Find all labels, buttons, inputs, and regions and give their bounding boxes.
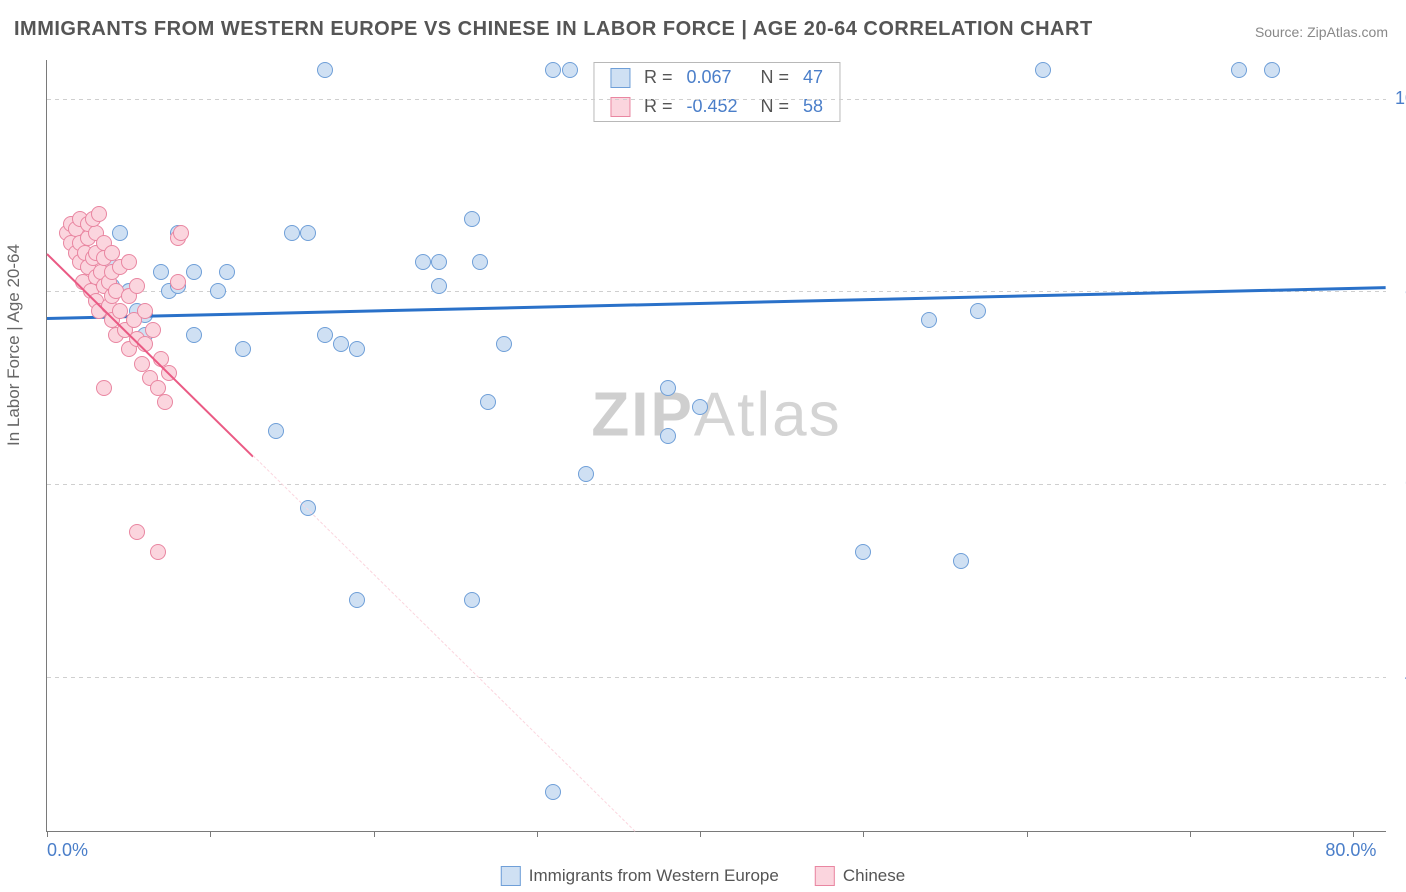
scatter-point bbox=[472, 254, 488, 270]
scatter-point bbox=[268, 423, 284, 439]
gridline bbox=[47, 99, 1386, 100]
scatter-point bbox=[145, 322, 161, 338]
scatter-point bbox=[545, 784, 561, 800]
correlation-box: R = 0.067 N = 47 R =-0.452N =58 bbox=[593, 62, 840, 122]
scatter-point bbox=[173, 225, 189, 241]
scatter-point bbox=[317, 327, 333, 343]
scatter-point bbox=[970, 303, 986, 319]
scatter-point bbox=[284, 225, 300, 241]
x-tick-minor bbox=[210, 831, 211, 837]
scatter-point bbox=[349, 592, 365, 608]
scatter-point bbox=[660, 380, 676, 396]
x-tick-minor bbox=[1190, 831, 1191, 837]
scatter-point bbox=[415, 254, 431, 270]
scatter-point bbox=[578, 466, 594, 482]
regression-line-dashed bbox=[252, 455, 635, 832]
scatter-point bbox=[562, 62, 578, 78]
y-tick-label: 40.0% bbox=[1392, 666, 1406, 687]
scatter-point bbox=[431, 254, 447, 270]
n-label: N = bbox=[760, 67, 789, 88]
legend-swatch bbox=[815, 866, 835, 886]
x-tick bbox=[47, 831, 48, 837]
scatter-point bbox=[464, 592, 480, 608]
x-tick-minor bbox=[374, 831, 375, 837]
r-value: 0.067 bbox=[686, 67, 746, 88]
x-tick-minor bbox=[537, 831, 538, 837]
scatter-point bbox=[129, 524, 145, 540]
scatter-point bbox=[480, 394, 496, 410]
scatter-point bbox=[317, 62, 333, 78]
scatter-point bbox=[496, 336, 512, 352]
scatter-point bbox=[91, 206, 107, 222]
scatter-point bbox=[349, 341, 365, 357]
x-tick bbox=[1353, 831, 1354, 837]
legend-item: Chinese bbox=[815, 866, 905, 886]
scatter-point bbox=[170, 274, 186, 290]
scatter-point bbox=[1264, 62, 1280, 78]
legend-label: Chinese bbox=[843, 866, 905, 886]
scatter-point bbox=[153, 264, 169, 280]
scatter-point bbox=[129, 278, 145, 294]
legend-item: Immigrants from Western Europe bbox=[501, 866, 779, 886]
scatter-point bbox=[157, 394, 173, 410]
source-label: Source: ZipAtlas.com bbox=[1255, 24, 1388, 40]
scatter-point bbox=[692, 399, 708, 415]
r-label: R = bbox=[644, 67, 673, 88]
x-tick-minor bbox=[863, 831, 864, 837]
x-tick-minor bbox=[1027, 831, 1028, 837]
scatter-point bbox=[464, 211, 480, 227]
scatter-point bbox=[855, 544, 871, 560]
scatter-point bbox=[1231, 62, 1247, 78]
y-tick-label: 80.0% bbox=[1392, 280, 1406, 301]
scatter-point bbox=[953, 553, 969, 569]
scatter-point bbox=[333, 336, 349, 352]
scatter-point bbox=[300, 225, 316, 241]
scatter-point bbox=[150, 544, 166, 560]
legend: Immigrants from Western Europe Chinese bbox=[501, 866, 905, 886]
x-tick-label: 0.0% bbox=[47, 840, 88, 861]
scatter-point bbox=[235, 341, 251, 357]
scatter-point bbox=[431, 278, 447, 294]
plot-area: ZIPAtlas R =0.067N =47R =-0.452N =58 40.… bbox=[46, 60, 1386, 832]
scatter-point bbox=[921, 312, 937, 328]
scatter-point bbox=[121, 254, 137, 270]
legend-swatch bbox=[501, 866, 521, 886]
scatter-point bbox=[210, 283, 226, 299]
y-tick-label: 100.0% bbox=[1392, 88, 1406, 109]
scatter-point bbox=[660, 428, 676, 444]
legend-label: Immigrants from Western Europe bbox=[529, 866, 779, 886]
gridline bbox=[47, 484, 1386, 485]
y-axis-label: In Labor Force | Age 20-64 bbox=[4, 244, 24, 446]
series-swatch bbox=[610, 68, 630, 88]
gridline bbox=[47, 677, 1386, 678]
scatter-point bbox=[104, 245, 120, 261]
scatter-point bbox=[186, 264, 202, 280]
x-tick bbox=[700, 831, 701, 837]
scatter-point bbox=[1035, 62, 1051, 78]
correlation-row: R = 0.067 N = 47 bbox=[594, 63, 839, 92]
scatter-point bbox=[137, 303, 153, 319]
scatter-point bbox=[112, 225, 128, 241]
scatter-point bbox=[545, 62, 561, 78]
scatter-point bbox=[219, 264, 235, 280]
scatter-point bbox=[96, 380, 112, 396]
scatter-point bbox=[186, 327, 202, 343]
y-tick-label: 60.0% bbox=[1392, 473, 1406, 494]
watermark-logo: ZIPAtlas bbox=[591, 379, 841, 450]
chart-title: IMMIGRANTS FROM WESTERN EUROPE VS CHINES… bbox=[14, 18, 1093, 41]
correlation-row: R =-0.452N =58 bbox=[594, 92, 839, 121]
x-tick-label: 80.0% bbox=[1325, 840, 1376, 861]
chart-container: IMMIGRANTS FROM WESTERN EUROPE VS CHINES… bbox=[0, 0, 1406, 892]
scatter-point bbox=[134, 356, 150, 372]
n-value: 47 bbox=[803, 67, 823, 88]
